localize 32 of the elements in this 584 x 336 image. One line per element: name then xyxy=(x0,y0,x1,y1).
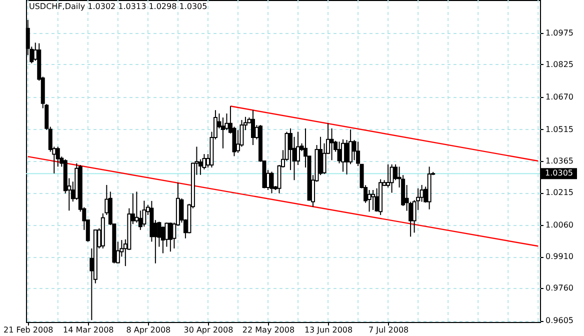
candlestick xyxy=(337,141,342,164)
y-tick-label: 1.0365 xyxy=(546,156,574,166)
y-tick-label: 1.0215 xyxy=(546,188,574,198)
candlestick xyxy=(330,128,334,161)
y-tick-label: 0.9605 xyxy=(546,316,574,326)
candlestick xyxy=(164,222,169,248)
candlestick xyxy=(142,200,146,228)
x-tick-label: 7 Jul 2008 xyxy=(368,326,409,334)
x-tick-label: 13 Jun 2008 xyxy=(304,326,353,334)
ref-line-label: 1.0305 xyxy=(545,168,573,178)
y-tick-label: 1.0060 xyxy=(546,220,574,230)
candlestick xyxy=(250,110,255,146)
candlestick xyxy=(390,164,394,194)
candlestick xyxy=(367,190,372,212)
y-tick-label: 1.0670 xyxy=(546,92,574,102)
candlestick xyxy=(270,171,274,194)
candlestick xyxy=(220,116,225,149)
y-tick-label: 0.9910 xyxy=(546,252,574,262)
candlestick xyxy=(341,138,346,172)
chart-title: USDCHF,Daily 1.0302 1.0313 1.0298 1.0305 xyxy=(29,2,208,11)
candlestick xyxy=(322,142,326,175)
x-tick-label: 14 Mar 2008 xyxy=(63,326,114,334)
y-tick-label: 0.9760 xyxy=(546,284,574,293)
y-tick-label: 1.0515 xyxy=(546,124,574,134)
candlestick xyxy=(168,222,172,252)
x-tick-label: 8 Apr 2008 xyxy=(126,326,171,334)
candlestick xyxy=(371,190,376,210)
y-tick-label: 1.0975 xyxy=(546,28,574,38)
x-tick-label: 22 May 2008 xyxy=(242,326,295,334)
x-tick-label: 21 Feb 2008 xyxy=(3,326,54,334)
x-tick-label: 30 Apr 2008 xyxy=(184,326,234,334)
y-tick-label: 1.0825 xyxy=(546,60,574,69)
